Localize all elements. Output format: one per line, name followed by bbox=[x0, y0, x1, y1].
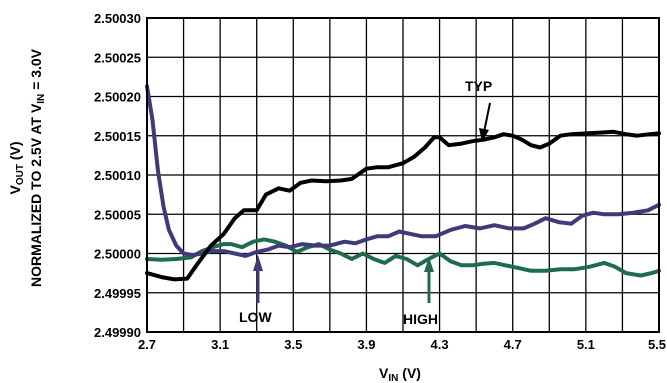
annotation-high-label: HIGH bbox=[403, 311, 438, 327]
y-axis-title-line1-tail: (V) bbox=[7, 141, 23, 164]
y-axis-title-line2-main: NORMALIZED TO 2.5V AT V bbox=[28, 103, 44, 287]
annotation-low-arrowhead bbox=[253, 255, 263, 271]
x-tick-label: 2.7 bbox=[138, 337, 156, 352]
x-tick-label: 3.1 bbox=[211, 337, 229, 352]
y-tick-label: 2.50025 bbox=[94, 50, 141, 65]
x-axis-title: VIN (V) bbox=[379, 365, 421, 383]
x-tick-label: 3.5 bbox=[284, 337, 302, 352]
x-tick-label: 3.9 bbox=[357, 337, 375, 352]
annotation-typ: TYP bbox=[465, 78, 492, 142]
y-tick-label: 2.50020 bbox=[94, 90, 141, 105]
x-tick-labels: 2.7 3.1 3.5 3.9 4.3 4.7 5.1 5.5 bbox=[138, 337, 666, 352]
grid bbox=[146, 17, 660, 333]
plot-frame bbox=[146, 17, 660, 333]
y-axis-title-line2-tail: = 3.0V bbox=[28, 48, 44, 93]
x-axis-title-tail: (V) bbox=[398, 365, 421, 381]
x-tick-label: 4.3 bbox=[431, 337, 449, 352]
series-lines bbox=[145, 84, 661, 282]
y-axis-title-line2-sub: IN bbox=[36, 94, 47, 104]
x-axis-title-main: V bbox=[379, 365, 389, 381]
y-tick-label: 2.50030 bbox=[94, 11, 141, 26]
annotation-low: LOW bbox=[239, 255, 272, 325]
y-axis-title-line1-sub: OUT bbox=[15, 164, 26, 185]
y-axis-title-line1-main: V bbox=[7, 185, 23, 195]
x-tick-label: 5.5 bbox=[648, 337, 666, 352]
annotation-low-label: LOW bbox=[239, 309, 272, 325]
series-line-high bbox=[145, 237, 661, 278]
y-tick-label: 2.50000 bbox=[94, 247, 141, 262]
annotation-high: HIGH bbox=[403, 257, 438, 327]
y-tick-label: 2.50005 bbox=[94, 207, 141, 222]
series-line-typ bbox=[145, 129, 661, 282]
y-tick-label: 2.49995 bbox=[94, 286, 141, 301]
y-axis-title-line2: NORMALIZED TO 2.5V AT VIN = 3.0V bbox=[28, 48, 47, 287]
y-tick-labels: 2.49990 2.49995 2.50000 2.50005 2.50010 2.500… bbox=[94, 11, 141, 340]
annotation-typ-label: TYP bbox=[465, 78, 492, 94]
y-axis-title-line1: VOUT (V) bbox=[7, 141, 26, 194]
x-axis-title-sub: IN bbox=[388, 373, 398, 383]
annotation-typ-arrowhead bbox=[479, 128, 489, 142]
y-tick-label: 2.50010 bbox=[94, 168, 141, 183]
x-tick-label: 5.1 bbox=[577, 337, 595, 352]
y-tick-label: 2.50015 bbox=[94, 129, 141, 144]
y-tick-label: 2.49990 bbox=[94, 325, 141, 340]
x-tick-label: 4.7 bbox=[504, 337, 522, 352]
series-line-low bbox=[145, 84, 661, 258]
annotation-high-arrowhead bbox=[424, 257, 434, 272]
